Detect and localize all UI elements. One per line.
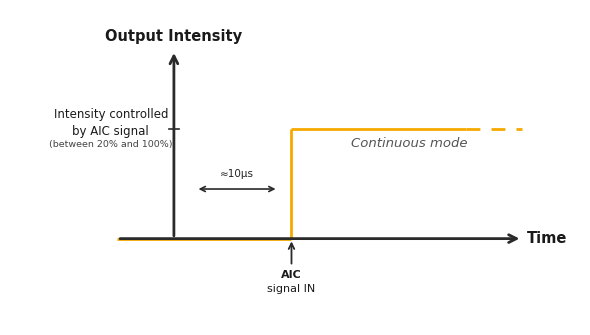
Text: signal IN: signal IN [267, 284, 316, 294]
Text: Time: Time [527, 231, 567, 246]
Text: AIC: AIC [281, 270, 302, 280]
Text: (between 20% and 100%): (between 20% and 100%) [49, 140, 172, 149]
Text: Intensity controlled
by AIC signal: Intensity controlled by AIC signal [54, 108, 168, 138]
Text: ≈10μs: ≈10μs [220, 169, 254, 179]
Text: Continuous mode: Continuous mode [351, 137, 467, 150]
Text: Output Intensity: Output Intensity [106, 29, 242, 44]
